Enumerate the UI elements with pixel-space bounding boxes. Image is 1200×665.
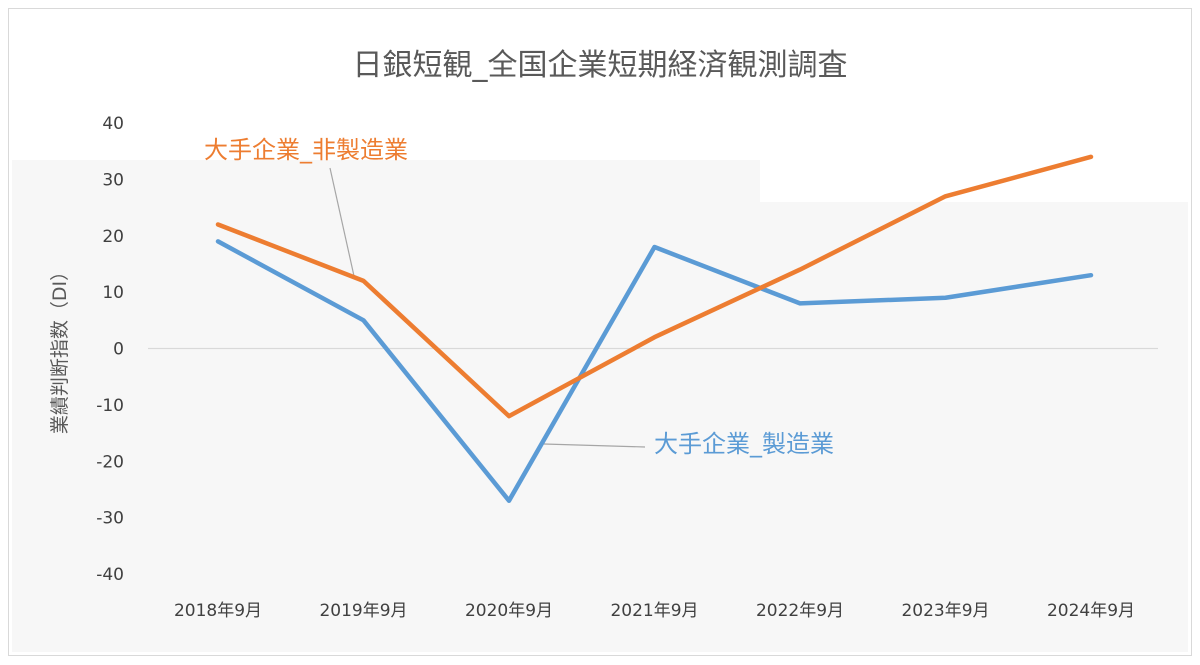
y-axis-label: 業績判断指数（DI） bbox=[49, 262, 71, 434]
y-tick-label: 40 bbox=[102, 114, 124, 134]
x-tick-label: 2019年9月 bbox=[319, 601, 407, 621]
leader-line-manufacturing bbox=[543, 443, 646, 448]
y-tick-label: 30 bbox=[102, 170, 124, 190]
y-tick-label: 20 bbox=[102, 227, 124, 247]
x-tick-labels: 2018年9月 2019年9月 2020年9月 2021年9月 2022年9月 2023年… bbox=[174, 601, 1135, 621]
y-tick-label: 10 bbox=[102, 283, 124, 303]
y-tick-label: -20 bbox=[96, 452, 124, 472]
y-tick-label: -40 bbox=[96, 565, 124, 585]
y-tick-label: -30 bbox=[96, 509, 124, 529]
x-tick-label: 2022年9月 bbox=[756, 601, 844, 621]
plot-background bbox=[12, 160, 1188, 652]
y-tick-label: -10 bbox=[96, 396, 124, 416]
x-tick-label: 2021年9月 bbox=[610, 601, 698, 621]
series-label-manufacturing: 大手企業_製造業 bbox=[654, 430, 834, 458]
series-line-manufacturing bbox=[215, 239, 1094, 503]
y-tick-label: 0 bbox=[113, 340, 124, 360]
series-label-non-manufacturing: 大手企業_非製造業 bbox=[204, 136, 408, 164]
x-tick-label: 2020年9月 bbox=[465, 601, 553, 621]
y-tick-labels: 40 30 20 10 0 -10 -20 -30 -40 bbox=[96, 114, 124, 585]
series-line-non-manufacturing bbox=[215, 154, 1094, 419]
leader-line-non-manufacturing bbox=[329, 167, 355, 277]
series-lines bbox=[215, 154, 1094, 503]
x-tick-label: 2024年9月 bbox=[1047, 601, 1135, 621]
x-tick-label: 2018年9月 bbox=[174, 601, 262, 621]
chart-title: 日銀短観_全国企業短期経済観測調査 bbox=[353, 48, 848, 83]
x-tick-label: 2023年9月 bbox=[901, 601, 989, 621]
